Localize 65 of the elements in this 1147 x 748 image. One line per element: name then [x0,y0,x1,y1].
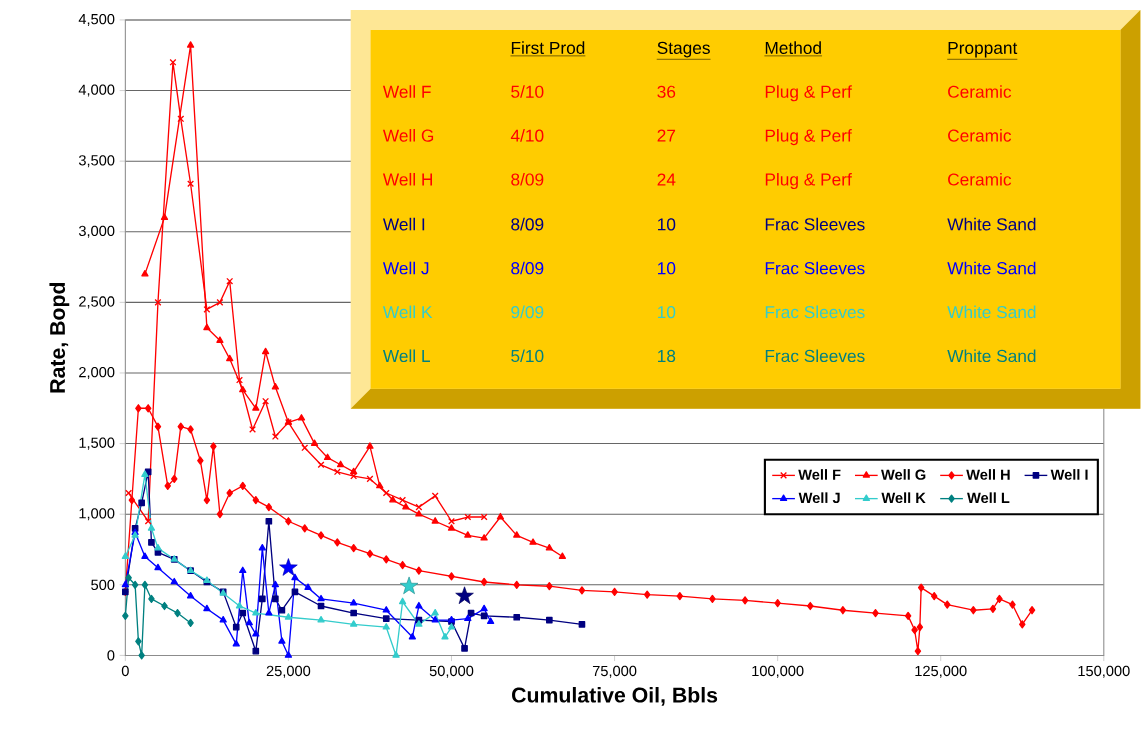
x-tick-label: 25,000 [266,665,311,678]
x-tick-label: 150,000 [1078,665,1130,678]
annotation: 18 [658,349,676,362]
annotation: White Sand [947,349,1036,362]
x-tick-label: 75,000 [592,665,637,678]
y-tick-label: 4,000 [78,84,115,97]
annotation: Proppant [948,41,1018,58]
x-tick-label: 50,000 [429,665,474,678]
y-tick-label: 3,000 [78,225,115,238]
annotation: Well G [382,128,434,142]
annotation: Frac Sleeves [765,349,865,362]
annotation: Plug & Perf [765,84,852,102]
legend-label: Well H [966,468,1010,480]
annotation: Well L [382,349,430,362]
annotation: Well J [382,261,429,275]
legend-label: Well L [967,492,1010,503]
annotation: 8/09 [511,261,544,275]
x-tick-label: 0 [121,665,129,676]
annotation: Plug & Perf [765,128,852,145]
annotation: 5/10 [511,349,544,362]
annotation: 10 [658,218,676,231]
annotation: Well I [382,217,425,231]
annotation: Well K [382,305,433,318]
legend-label: Well G [881,468,926,480]
y-tick-label: 2,500 [79,296,115,309]
annotation: Method [765,41,821,54]
annotation: 24 [657,173,676,186]
annotation: First Prod [511,41,585,54]
annotation: Frac Sleeves [765,261,865,275]
annotation: 8/09 [511,172,544,186]
annotation: 36 [657,85,676,98]
annotation: Plug & Perf [765,172,852,189]
legend-label: Well I [1050,468,1088,480]
annotation: 10 [658,305,676,318]
annotation: Well F [382,84,431,98]
annotation: White Sand [947,305,1036,318]
legend-label: Well F [798,468,841,480]
annotation: 9/09 [511,305,544,318]
y-tick-label: 1,000 [79,507,115,521]
y-tick-label: 4,500 [78,13,115,26]
annotation: 5/10 [511,84,544,98]
x-tick-label: 100,000 [752,665,804,678]
annotation: Well H [382,172,432,186]
annotation: White Sand [947,261,1036,275]
x-tick-label: 125,000 [915,665,967,678]
y-tick-label: 2,000 [79,366,115,379]
annotation: Frac Sleeves [765,305,865,318]
y-tick-label: 500 [91,579,115,590]
annotation: 27 [657,129,676,142]
annotation: White Sand [947,217,1036,231]
y-tick-label: 0 [107,650,115,661]
x-axis-title: Cumulative Oil, Bbls [512,686,718,706]
annotation: Stages [657,41,710,58]
annotation: Ceramic [948,172,1012,186]
annotation: 8/09 [511,217,544,231]
annotation: 10 [658,261,676,275]
legend-label: Well J [798,492,840,503]
y-tick-label: 1,500 [79,437,115,450]
annotation: Frac Sleeves [765,217,865,231]
legend-label: Well K [881,492,926,503]
annotation: 4/10 [510,128,544,142]
y-tick-label: 3,500 [78,154,115,167]
annotation: Ceramic [948,128,1012,142]
y-axis-title: Rate, Bopd [49,282,70,393]
annotation: Ceramic [948,84,1012,98]
